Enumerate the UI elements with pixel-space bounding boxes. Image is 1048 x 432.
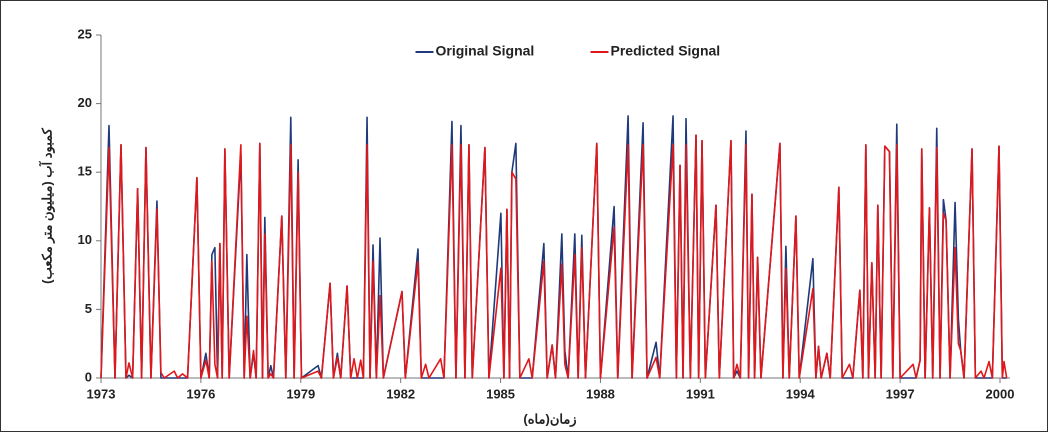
y-tick-label: 0: [85, 369, 92, 384]
x-tick-label: 1976: [186, 386, 215, 401]
x-tick-label: 2000: [986, 386, 1015, 401]
x-tick-label: 1985: [486, 386, 515, 401]
x-tick-label: 1982: [386, 386, 415, 401]
y-tick-label: 10: [78, 232, 92, 247]
y-axis-label: کمبود آب (میلیون متر مکعب): [38, 127, 55, 284]
x-tick-label: 1991: [686, 386, 715, 401]
y-tick-label: 15: [78, 164, 92, 179]
y-tick-label: 25: [78, 26, 92, 41]
y-tick-label: 5: [85, 301, 92, 316]
x-tick-label: 1988: [586, 386, 615, 401]
y-tick-label: 20: [78, 95, 92, 110]
x-tick-label: 1994: [786, 386, 816, 401]
x-tick-label: 1997: [886, 386, 915, 401]
legend-label: Predicted Signal: [611, 43, 721, 59]
x-tick-label: 1979: [286, 386, 315, 401]
x-tick-label: 1973: [87, 386, 116, 401]
x-axis-label: زمان(ماه): [523, 411, 576, 427]
series-line: [100, 134, 1008, 379]
legend-label: Original Signal: [436, 43, 535, 59]
